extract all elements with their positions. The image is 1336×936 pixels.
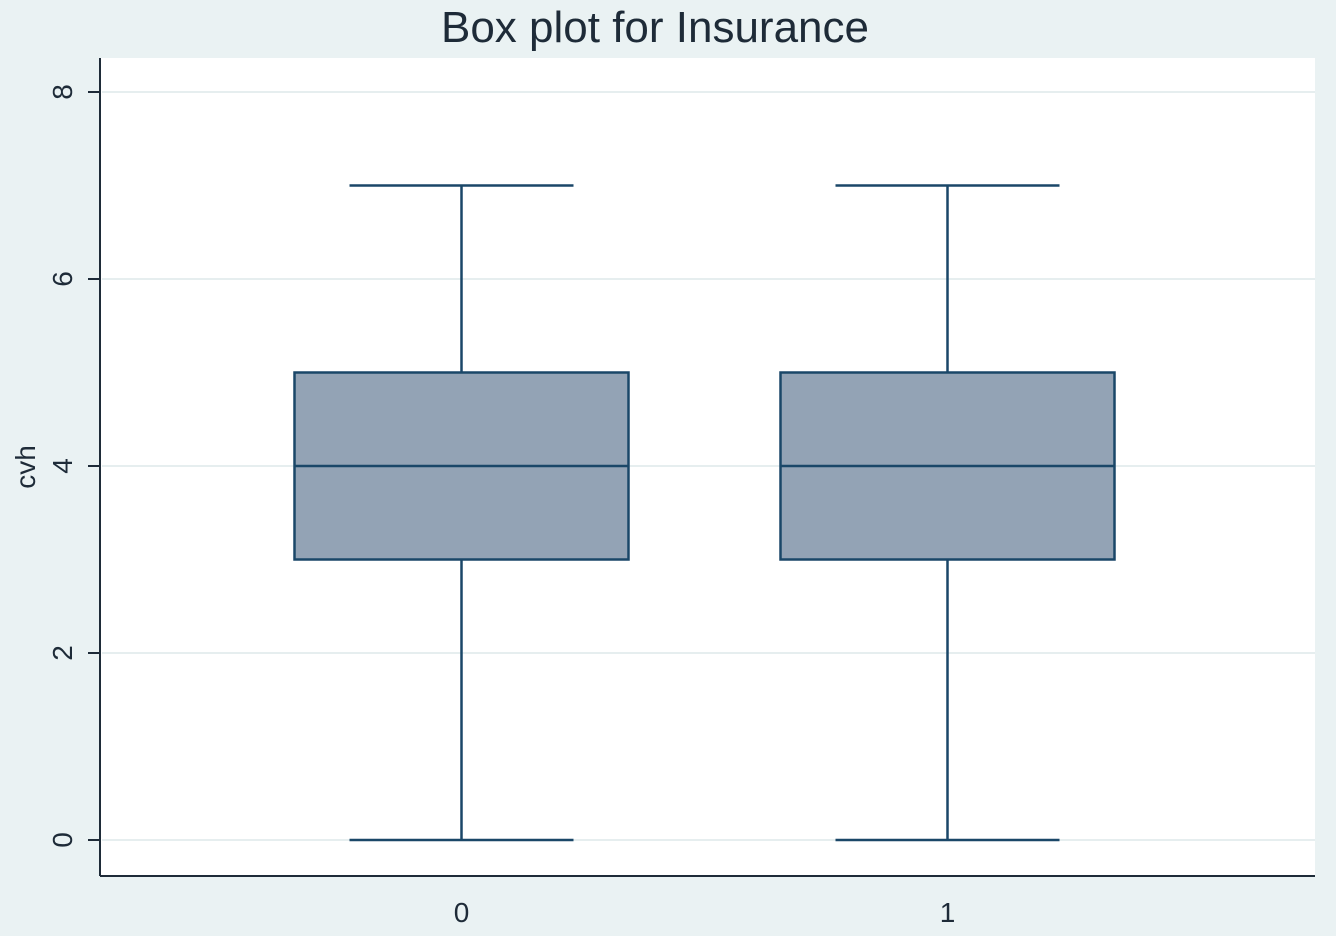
y-tick-label: 0 bbox=[47, 832, 78, 848]
y-tick-label: 6 bbox=[47, 271, 78, 287]
x-tick-label: 1 bbox=[940, 897, 956, 928]
box-0 bbox=[293, 184, 630, 842]
y-tick-label: 2 bbox=[47, 645, 78, 661]
chart-title: Box plot for Insurance bbox=[441, 3, 869, 52]
x-tick-label: 0 bbox=[454, 897, 470, 928]
y-tick-label: 8 bbox=[47, 84, 78, 100]
y-axis-label: cvh bbox=[10, 445, 41, 489]
y-axis-ticks: 0 2 4 6 8 bbox=[47, 84, 100, 848]
boxes bbox=[293, 184, 1116, 842]
y-tick-label: 4 bbox=[47, 458, 78, 474]
box-1 bbox=[779, 184, 1116, 842]
